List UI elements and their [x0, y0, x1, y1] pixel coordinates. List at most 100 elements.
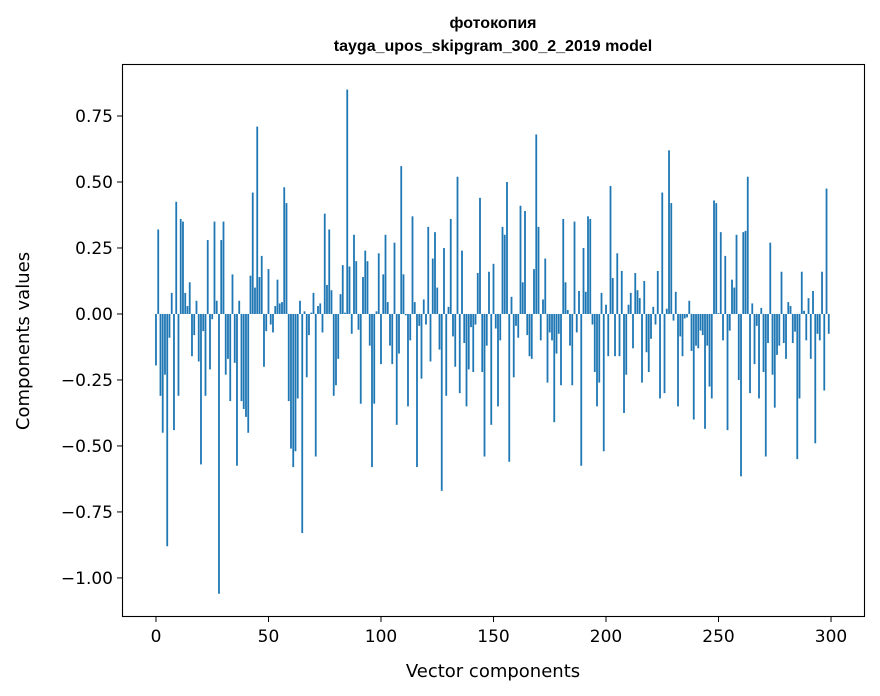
bar-105 — [391, 313, 394, 365]
bar-189 — [580, 313, 583, 466]
bar-249 — [715, 203, 718, 314]
bar-40 — [245, 313, 247, 417]
bar-165 — [526, 313, 529, 336]
bar-257 — [733, 287, 736, 314]
bar-77 — [328, 229, 331, 314]
bar-264 — [749, 313, 751, 394]
chart-title-line2: tayga_upos_skipgram_300_2_2019 model — [334, 38, 652, 55]
bar-178 — [555, 313, 558, 354]
bar-68 — [308, 313, 310, 336]
bar-216 — [641, 313, 643, 383]
bar-83 — [341, 265, 344, 314]
bar-106 — [393, 242, 396, 314]
bar-27 — [215, 300, 218, 314]
bar-187 — [575, 313, 578, 333]
bar-151 — [494, 313, 497, 329]
bar-112 — [407, 313, 409, 407]
bar-103 — [386, 302, 389, 314]
bar-282 — [789, 306, 792, 314]
bar-125 — [436, 287, 439, 314]
bar-292 — [812, 291, 814, 314]
bar-121 — [427, 226, 430, 314]
bar-271 — [764, 313, 767, 457]
bar-266 — [753, 313, 756, 365]
bar-1 — [157, 229, 160, 314]
bar-108 — [398, 313, 400, 354]
bar-15 — [188, 282, 191, 314]
bar-65 — [301, 313, 304, 534]
bar-287 — [800, 271, 803, 314]
bar-45 — [256, 126, 259, 314]
bar-0 — [155, 313, 157, 366]
bar-141 — [472, 313, 475, 373]
bar-184 — [569, 313, 571, 346]
bar-279 — [782, 313, 785, 344]
bar-265 — [751, 303, 754, 314]
bar-167 — [530, 313, 533, 359]
bar-206 — [618, 313, 621, 357]
bar-66 — [303, 311, 306, 314]
bar-193 — [589, 218, 592, 314]
y-tick-label: 0.50 — [75, 173, 113, 193]
bar-278 — [780, 271, 783, 314]
y-tick-label: −0.25 — [61, 371, 113, 391]
bar-263 — [746, 176, 749, 314]
bar-155 — [503, 234, 506, 314]
bar-261 — [742, 232, 745, 314]
bar-62 — [294, 313, 297, 452]
bar-157 — [508, 313, 511, 462]
bar-255 — [728, 313, 731, 331]
bar-74 — [321, 313, 324, 333]
bar-29 — [220, 240, 223, 314]
bar-21 — [202, 313, 205, 332]
bar-170 — [537, 226, 540, 314]
bar-93 — [364, 250, 367, 314]
bar-281 — [787, 302, 790, 314]
bar-23 — [206, 240, 209, 314]
bar-259 — [737, 313, 740, 380]
bar-39 — [242, 313, 245, 409]
bar-274 — [771, 313, 774, 375]
bar-118 — [420, 313, 423, 379]
bar-221 — [652, 306, 655, 314]
bar-98 — [375, 311, 378, 314]
bar-38 — [240, 313, 243, 402]
bar-76 — [326, 284, 328, 314]
bar-67 — [305, 313, 308, 378]
bar-244 — [704, 313, 706, 429]
bar-43 — [251, 192, 254, 314]
bar-137 — [463, 313, 466, 344]
bar-10 — [177, 313, 180, 396]
bar-81 — [337, 313, 340, 359]
bar-291 — [809, 313, 812, 359]
bar-211 — [629, 292, 632, 314]
bar-229 — [670, 203, 673, 314]
bar-247 — [710, 313, 713, 399]
bar-241 — [697, 313, 700, 349]
bar-242 — [699, 313, 702, 331]
bar-117 — [418, 313, 421, 326]
bar-111 — [404, 313, 407, 316]
bar-194 — [591, 313, 594, 325]
bar-145 — [481, 313, 484, 373]
bar-154 — [501, 226, 504, 314]
bar-285 — [796, 313, 799, 460]
bar-13 — [184, 292, 187, 314]
bar-92 — [362, 277, 364, 314]
bar-34 — [231, 274, 234, 314]
bar-122 — [429, 313, 432, 362]
bar-248 — [713, 200, 715, 314]
bar-73 — [319, 303, 322, 314]
bar-56 — [281, 302, 283, 314]
bar-4 — [164, 313, 166, 375]
bar-130 — [447, 306, 450, 314]
bar-85 — [346, 89, 349, 314]
bar-54 — [276, 279, 279, 314]
bar-47 — [260, 255, 263, 314]
bar-153 — [499, 313, 502, 341]
bar-268 — [758, 313, 760, 399]
bar-262 — [744, 230, 747, 314]
bar-64 — [299, 300, 301, 314]
bar-32 — [227, 313, 229, 359]
